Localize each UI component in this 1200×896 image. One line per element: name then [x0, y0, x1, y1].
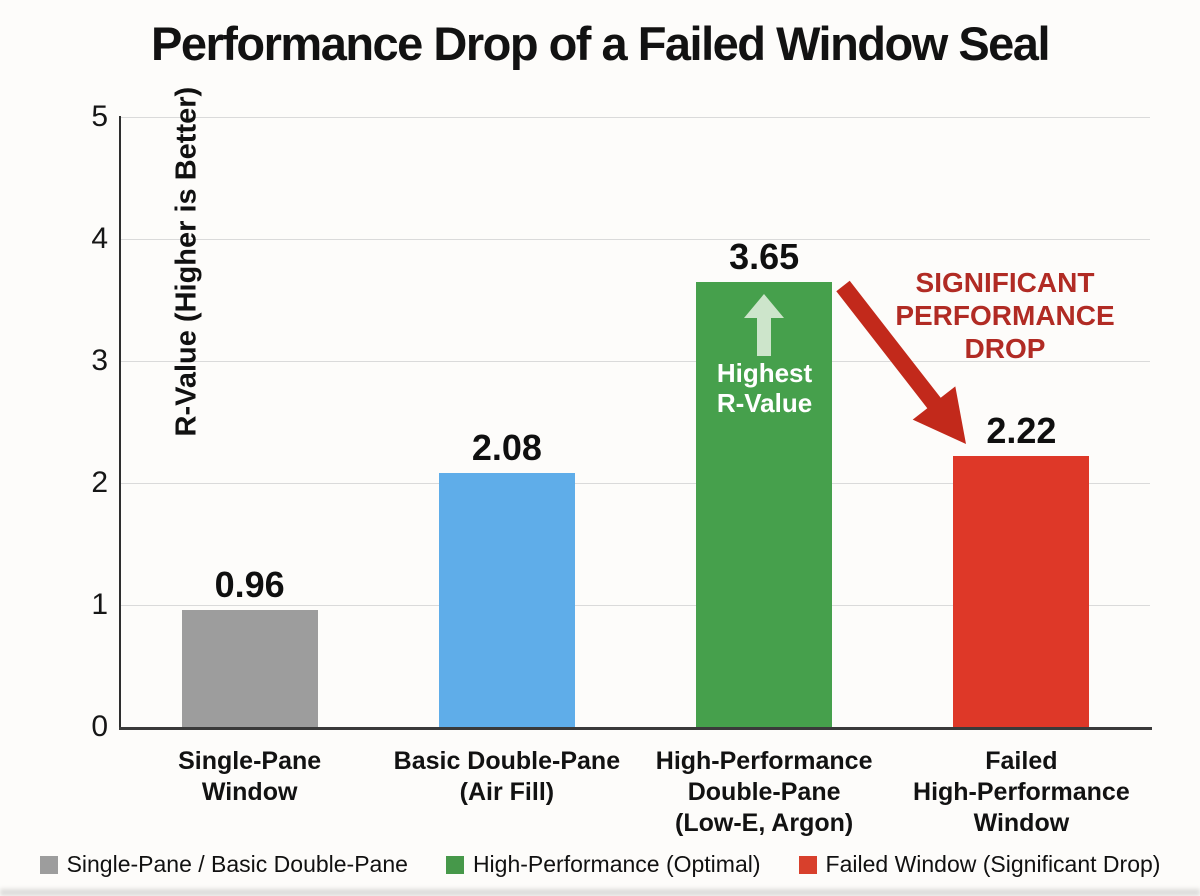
legend-item-2: Failed Window (Significant Drop) — [798, 851, 1161, 878]
cropped-bottom-artifact — [0, 889, 1200, 896]
performance-drop-annotation: SIGNIFICANT PERFORMANCE DROP — [895, 267, 1115, 364]
legend-item-1: High-Performance (Optimal) — [445, 851, 761, 878]
legend-item-0: Single-Pane / Basic Double-Pane — [39, 851, 408, 878]
category-label-0: Single-Pane Window — [178, 747, 322, 806]
legend-label: High-Performance (Optimal) — [472, 851, 761, 877]
legend-swatch-icon — [39, 855, 58, 874]
gridline-y-4 — [121, 239, 1150, 240]
bar-value-label-3: 2.22 — [986, 410, 1057, 452]
bar-value-label-2: 3.65 — [729, 235, 800, 277]
category-label-2: High-Performance Double-Pane (Low-E, Arg… — [655, 747, 873, 837]
x-axis-line — [119, 727, 1152, 730]
legend: Single-Pane / Basic Double-Pane High-Perf… — [0, 851, 1200, 878]
category-label-1: Basic Double-Pane (Air Fill) — [393, 747, 621, 806]
bar-value-label-1: 2.08 — [471, 427, 542, 469]
highest-r-value-annotation: Highest R-Value — [716, 358, 813, 418]
legend-label: Failed Window (Significant Drop) — [825, 851, 1161, 877]
legend-label: Single-Pane / Basic Double-Pane — [66, 851, 408, 877]
y-tick-label-4: 4 — [91, 222, 108, 255]
bar-0 — [181, 609, 318, 727]
gridline-y-2 — [121, 483, 1150, 484]
performance-drop-arrow-icon — [836, 280, 966, 444]
bar-3 — [953, 456, 1090, 727]
y-tick-label-0: 0 — [91, 710, 108, 743]
y-tick-label-2: 2 — [91, 466, 108, 499]
y-axis-line — [119, 116, 121, 729]
gridline-y-5 — [121, 117, 1150, 118]
bar-value-label-0: 0.96 — [214, 563, 285, 605]
bar-1 — [438, 473, 575, 727]
gridline-y-1 — [121, 605, 1150, 606]
legend-swatch-icon — [798, 855, 817, 874]
y-tick-label-5: 5 — [91, 100, 108, 133]
gridline-y-3 — [121, 361, 1150, 362]
legend-swatch-icon — [445, 855, 464, 874]
highest-r-value-arrow-icon — [744, 294, 784, 356]
y-tick-label-1: 1 — [91, 588, 108, 621]
y-tick-label-3: 3 — [91, 344, 108, 377]
category-label-3: Failed High-Performance Window — [913, 747, 1130, 837]
chart-title: Performance Drop of a Failed Window Seal — [150, 17, 1051, 70]
y-axis-label: R-Value (Higher is Better) — [170, 86, 203, 437]
